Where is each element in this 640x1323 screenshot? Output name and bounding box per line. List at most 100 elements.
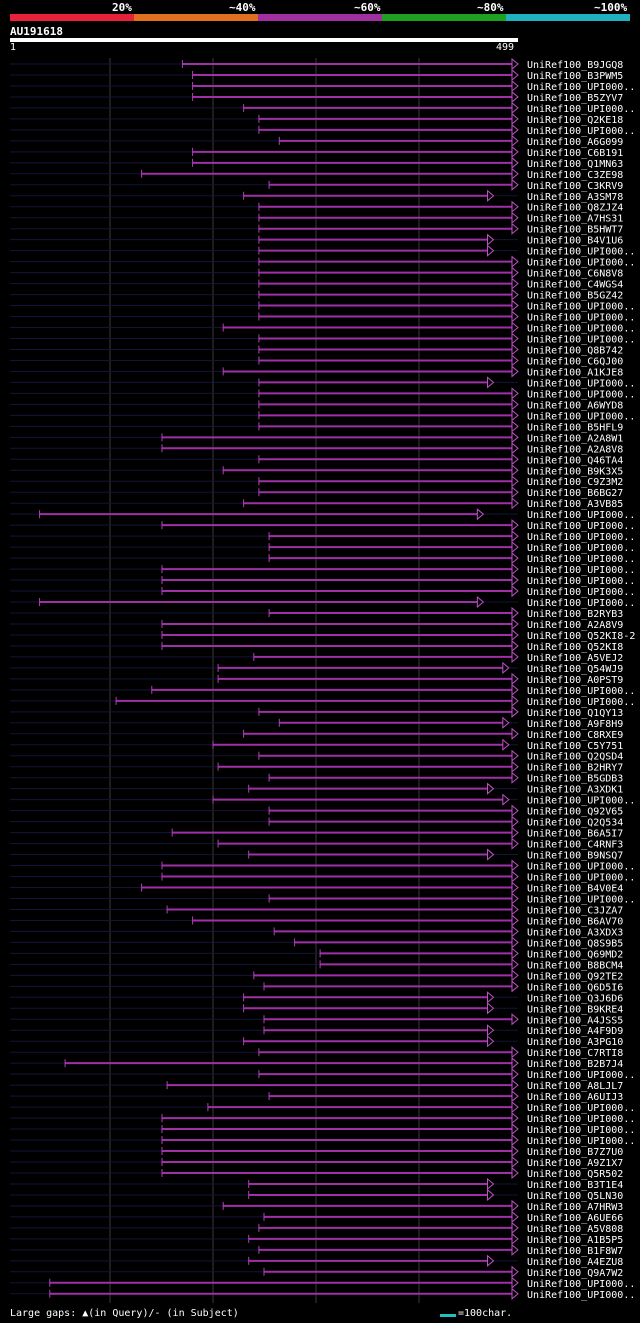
hit-label[interactable]: UniRef100_A4JSS5 bbox=[527, 1015, 623, 1026]
hit-label[interactable]: UniRef100_A6UE66 bbox=[527, 1213, 623, 1224]
hit-label[interactable]: UniRef100_A7HS31 bbox=[527, 214, 623, 225]
hit-label[interactable]: UniRef100_B6BG27 bbox=[527, 488, 623, 499]
alignment-row[interactable]: UniRef100_UPI000.. bbox=[10, 321, 635, 335]
hit-label[interactable]: UniRef100_Q3J6D6 bbox=[527, 993, 623, 1004]
alignment-row[interactable]: UniRef100_UPI000.. bbox=[10, 1068, 635, 1081]
alignment-row[interactable]: UniRef100_C8RXE9 bbox=[10, 727, 623, 741]
hit-label[interactable]: UniRef100_UPI000.. bbox=[527, 1125, 635, 1136]
alignment-row[interactable]: UniRef100_UPI000.. bbox=[10, 376, 635, 389]
hit-label[interactable]: UniRef100_A4F9D9 bbox=[527, 1026, 623, 1037]
alignment-row[interactable]: UniRef100_UPI000.. bbox=[10, 409, 635, 422]
alignment-row[interactable]: UniRef100_B5ZYV7 bbox=[10, 90, 623, 104]
hit-label[interactable]: UniRef100_Q2Q534 bbox=[527, 818, 623, 829]
alignment-row[interactable]: UniRef100_Q2KE18 bbox=[10, 112, 623, 126]
hit-label[interactable]: UniRef100_C6QJ00 bbox=[527, 356, 623, 367]
alignment-row[interactable]: UniRef100_Q92V65 bbox=[10, 804, 623, 818]
hit-label[interactable]: UniRef100_Q2QSD4 bbox=[527, 752, 623, 763]
alignment-row[interactable]: UniRef100_UPI000.. bbox=[10, 1276, 635, 1290]
hit-label[interactable]: UniRef100_UPI000.. bbox=[527, 126, 635, 137]
alignment-row[interactable]: UniRef100_UPI000.. bbox=[10, 793, 635, 807]
alignment-row[interactable]: UniRef100_A6WYD8 bbox=[10, 398, 623, 411]
alignment-row[interactable]: UniRef100_UPI000.. bbox=[10, 299, 635, 313]
alignment-row[interactable]: UniRef100_UPI000.. bbox=[10, 694, 635, 708]
hit-label[interactable]: UniRef100_A8LJL7 bbox=[527, 1081, 623, 1092]
hit-label[interactable]: UniRef100_B5HFL9 bbox=[527, 422, 623, 433]
alignment-row[interactable]: UniRef100_A3PG10 bbox=[10, 1035, 623, 1048]
alignment-row[interactable]: UniRef100_B6AV70 bbox=[10, 914, 623, 927]
hit-label[interactable]: UniRef100_Q1MN63 bbox=[527, 159, 623, 170]
hit-label[interactable]: UniRef100_UPI000.. bbox=[527, 411, 635, 422]
alignment-row[interactable]: UniRef100_Q8ZJZ4 bbox=[10, 200, 623, 214]
alignment-row[interactable]: UniRef100_UPI000.. bbox=[10, 332, 635, 346]
alignment-row[interactable]: UniRef100_UPI000.. bbox=[10, 1287, 635, 1301]
alignment-row[interactable]: UniRef100_A7HS31 bbox=[10, 211, 623, 225]
hit-label[interactable]: UniRef100_UPI000.. bbox=[527, 873, 635, 884]
hit-label[interactable]: UniRef100_C4WGS4 bbox=[527, 280, 623, 291]
hit-label[interactable]: UniRef100_A9F8H9 bbox=[527, 719, 623, 730]
hit-label[interactable]: UniRef100_B5GZ42 bbox=[527, 291, 623, 302]
hit-label[interactable]: UniRef100_UPI000.. bbox=[527, 324, 635, 335]
alignment-row[interactable]: UniRef100_Q52KI8 bbox=[10, 639, 623, 653]
alignment-row[interactable]: UniRef100_C6QJ00 bbox=[10, 354, 623, 367]
hit-label[interactable]: UniRef100_Q8ZJZ4 bbox=[527, 203, 623, 214]
hit-label[interactable]: UniRef100_C4RNF3 bbox=[527, 840, 623, 851]
hit-label[interactable]: UniRef100_UPI000.. bbox=[527, 1103, 635, 1114]
hit-label[interactable]: UniRef100_B2HRY7 bbox=[527, 763, 623, 774]
alignment-row[interactable]: UniRef100_UPI000.. bbox=[10, 870, 635, 884]
alignment-row[interactable]: UniRef100_UPI000.. bbox=[10, 387, 635, 400]
hit-label[interactable]: UniRef100_A2A8V9 bbox=[527, 620, 623, 631]
alignment-row[interactable]: UniRef100_B9JGQ8 bbox=[10, 57, 623, 71]
hit-label[interactable]: UniRef100_UPI000.. bbox=[527, 302, 635, 313]
hit-label[interactable]: UniRef100_Q5LN30 bbox=[527, 1191, 623, 1202]
alignment-row[interactable]: UniRef100_UPI000.. bbox=[10, 584, 635, 598]
alignment-row[interactable]: UniRef100_A3VB85 bbox=[10, 497, 623, 510]
hit-label[interactable]: UniRef100_B5HWT7 bbox=[527, 225, 623, 236]
hit-label[interactable]: UniRef100_C3KRV9 bbox=[527, 181, 623, 192]
hit-label[interactable]: UniRef100_UPI000.. bbox=[527, 554, 635, 565]
alignment-row[interactable]: UniRef100_B8BCM4 bbox=[10, 958, 623, 971]
alignment-row[interactable]: UniRef100_UPI000.. bbox=[10, 508, 635, 521]
hit-label[interactable]: UniRef100_UPI000.. bbox=[527, 543, 635, 554]
hit-label[interactable]: UniRef100_B8BCM4 bbox=[527, 960, 623, 971]
hit-label[interactable]: UniRef100_C3JZA7 bbox=[527, 905, 623, 916]
alignment-row[interactable]: UniRef100_Q8S9B5 bbox=[10, 936, 623, 949]
alignment-row[interactable]: UniRef100_UPI000.. bbox=[10, 1112, 635, 1125]
hit-label[interactable]: UniRef100_UPI000.. bbox=[527, 796, 635, 807]
hit-label[interactable]: UniRef100_UPI000.. bbox=[527, 313, 635, 324]
hit-label[interactable]: UniRef100_Q9A7W2 bbox=[527, 1268, 623, 1279]
hit-label[interactable]: UniRef100_UPI000.. bbox=[527, 1290, 635, 1301]
hit-label[interactable]: UniRef100_UPI000.. bbox=[527, 587, 635, 598]
alignment-row[interactable]: UniRef100_UPI000.. bbox=[10, 244, 635, 258]
alignment-row[interactable]: UniRef100_Q54WJ9 bbox=[10, 661, 623, 675]
alignment-row[interactable]: UniRef100_B9KRE4 bbox=[10, 1002, 623, 1015]
hit-label[interactable]: UniRef100_A6UIJ3 bbox=[527, 1092, 623, 1103]
hit-label[interactable]: UniRef100_Q92V65 bbox=[527, 807, 623, 818]
alignment-row[interactable]: UniRef100_B4V0E4 bbox=[10, 881, 623, 895]
hit-label[interactable]: UniRef100_UPI000.. bbox=[527, 247, 635, 258]
hit-label[interactable]: UniRef100_B9JGQ8 bbox=[527, 60, 623, 71]
hit-label[interactable]: UniRef100_A1KJE8 bbox=[527, 367, 623, 378]
hit-label[interactable]: UniRef100_UPI000.. bbox=[527, 521, 635, 532]
alignment-row[interactable]: UniRef100_UPI000.. bbox=[10, 530, 635, 543]
alignment-row[interactable]: UniRef100_B2B7J4 bbox=[10, 1057, 623, 1070]
alignment-row[interactable]: UniRef100_C5Y751 bbox=[10, 738, 623, 752]
alignment-row[interactable]: UniRef100_Q92TE2 bbox=[10, 969, 623, 982]
alignment-row[interactable]: UniRef100_C6N8V8 bbox=[10, 266, 623, 280]
alignment-row[interactable]: UniRef100_UPI000.. bbox=[10, 255, 635, 269]
hit-label[interactable]: UniRef100_UPI000.. bbox=[527, 335, 635, 346]
alignment-row[interactable]: UniRef100_Q3J6D6 bbox=[10, 991, 623, 1004]
alignment-row[interactable]: UniRef100_B2RYB3 bbox=[10, 606, 623, 620]
alignment-row[interactable]: UniRef100_UPI000.. bbox=[10, 123, 635, 137]
hit-label[interactable]: UniRef100_UPI000.. bbox=[527, 1070, 635, 1081]
hit-label[interactable]: UniRef100_C9Z3M2 bbox=[527, 477, 623, 488]
alignment-row[interactable]: UniRef100_A9Z1X7 bbox=[10, 1155, 623, 1169]
alignment-row[interactable]: UniRef100_B9K3X5 bbox=[10, 464, 623, 477]
alignment-row[interactable]: UniRef100_UPI000.. bbox=[10, 1133, 635, 1147]
alignment-row[interactable]: UniRef100_UPI000.. bbox=[10, 859, 635, 873]
alignment-row[interactable]: UniRef100_C7RTI8 bbox=[10, 1046, 623, 1059]
alignment-row[interactable]: UniRef100_B5HFL9 bbox=[10, 420, 623, 433]
hit-label[interactable]: UniRef100_C6B191 bbox=[527, 148, 623, 159]
alignment-row[interactable]: UniRef100_A6UE66 bbox=[10, 1210, 623, 1224]
hit-label[interactable]: UniRef100_Q54WJ9 bbox=[527, 664, 623, 675]
alignment-row[interactable]: UniRef100_A2A8V9 bbox=[10, 617, 623, 631]
